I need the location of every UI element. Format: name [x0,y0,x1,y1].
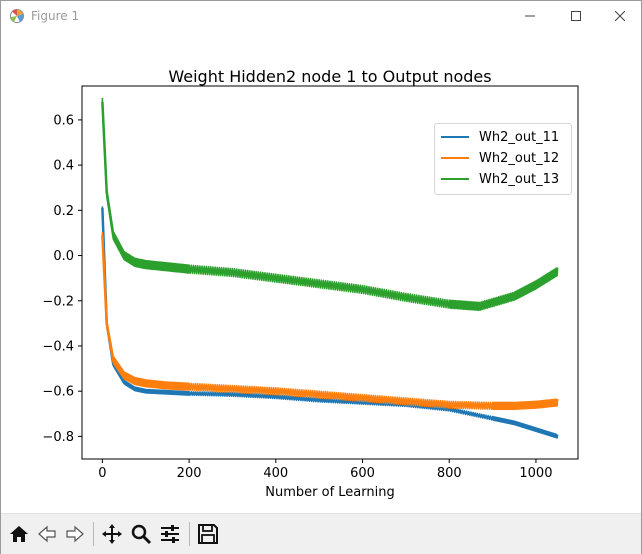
x-tick-label: 600 [350,466,375,481]
y-tick-label: −0.6 [42,385,74,400]
legend-item: Wh2_out_13 [441,170,559,188]
y-tick-label: −0.4 [42,339,74,354]
legend-swatch [441,178,469,180]
configure-subplots-icon [161,525,179,543]
y-tick-label: 0.4 [53,159,74,174]
save-button[interactable] [194,520,222,548]
matplotlib-icon [10,9,24,23]
plot-frame [81,85,579,460]
legend-item: Wh2_out_11 [441,128,559,146]
legend: Wh2_out_11 Wh2_out_12 Wh2_out_13 [434,123,572,195]
x-tick-label: 200 [177,466,202,481]
x-axis-label: Number of Learning [265,485,395,500]
close-button[interactable] [597,1,642,31]
y-tick-label: −0.2 [42,294,74,309]
x-tick-label: 400 [263,466,288,481]
legend-label: Wh2_out_13 [479,171,560,187]
home-button[interactable] [5,520,33,548]
y-tick-label: 0.6 [53,113,74,128]
legend-swatch [441,136,469,138]
legend-swatch [441,157,469,159]
series-band-Wh2_out_12 [101,231,559,411]
y-tick-label: −0.8 [42,430,74,445]
series-band-Wh2_out_11 [101,206,559,439]
line-chart: 0 200 400 600 800 1000 0.6 0.4 0.2 0.0 −0.2 −0.4 −0.… [42,85,579,481]
chart-title: Weight Hidden2 node 1 to Output nodes [168,67,492,86]
home-icon [10,526,28,542]
x-tick-label: 0 [98,466,106,481]
back-icon [38,525,56,543]
zoom-icon [131,524,152,545]
navigation-toolbar [1,513,641,554]
pan-button[interactable] [98,520,126,548]
close-icon [615,11,625,21]
x-tick-label: 1000 [519,466,552,481]
configure-subplots-button[interactable] [156,520,184,548]
pan-icon [102,524,122,544]
zoom-button[interactable] [127,520,155,548]
legend-label: Wh2_out_12 [479,150,560,166]
save-icon [198,524,218,544]
legend-item: Wh2_out_12 [441,149,559,167]
window-title: Figure 1 [31,9,80,23]
maximize-button[interactable] [553,1,599,31]
forward-button[interactable] [61,520,89,548]
title-bar: Figure 1 [1,1,641,31]
minimize-icon [525,15,535,17]
series-line-Wh2_out_11 [101,208,558,438]
minimize-button[interactable] [507,1,553,31]
toolbar-separator [189,522,190,546]
toolbar-separator [93,522,94,546]
y-tick-label: 0.0 [53,249,74,264]
forward-icon [66,525,84,543]
x-tick-label: 800 [437,466,462,481]
back-button[interactable] [33,520,61,548]
figure-canvas: Weight Hidden2 node 1 to Output nodes 0 2… [1,31,641,511]
y-tick-label: 0.2 [53,204,74,219]
series-line-Wh2_out_12 [101,235,558,408]
series-line-Wh2_out_13 [101,101,559,308]
maximize-icon [571,11,581,21]
legend-label: Wh2_out_11 [479,129,560,145]
